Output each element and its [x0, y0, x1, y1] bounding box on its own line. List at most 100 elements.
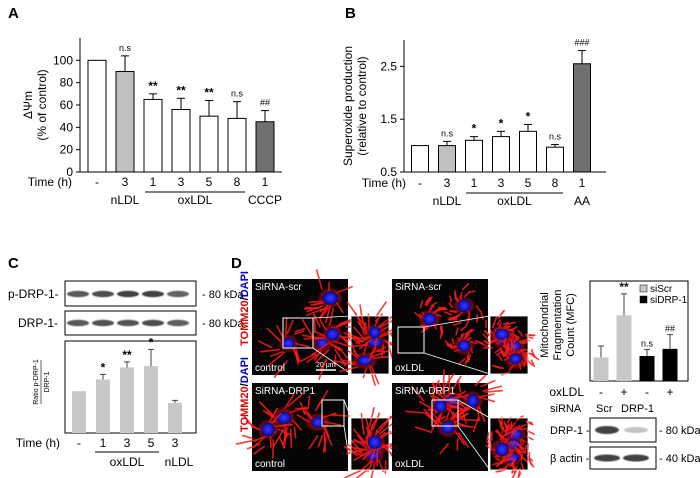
mitochondria-stain	[502, 321, 509, 326]
mitochondria-stain	[455, 311, 463, 318]
group-label: nLDL	[111, 193, 140, 207]
y-axis-label: Ratio p-DRP-1 DRP-1	[33, 359, 51, 405]
bar	[144, 366, 158, 433]
mitochondria-stain	[443, 311, 453, 316]
micrograph-title: SiRNA-scr	[255, 282, 302, 293]
nucleus-stain	[357, 355, 373, 366]
mitochondria-stain	[518, 338, 529, 343]
mitochondria-stain	[496, 460, 504, 467]
category-label: 5	[206, 175, 213, 189]
mitochondria-stain	[323, 431, 327, 453]
category-label: 3	[124, 436, 131, 450]
significance-label: n.s	[119, 43, 132, 53]
micrograph-condition: control	[255, 459, 285, 470]
bar	[72, 391, 86, 433]
mitochondria-stain	[346, 330, 360, 342]
y-tick-label: 40	[60, 120, 74, 134]
blot-band	[67, 319, 89, 327]
significance-label: n.s	[231, 89, 244, 99]
mitochondria-stain	[378, 459, 384, 473]
mitochondria-stain	[308, 435, 319, 450]
mitochondria-stain	[492, 461, 500, 466]
category-label: 3	[178, 175, 185, 189]
mitochondria-stain	[410, 385, 425, 402]
bar	[143, 98, 163, 173]
mitochondria-stain	[315, 269, 323, 290]
category-label: -	[599, 385, 603, 399]
mitochondria-stain	[306, 353, 319, 363]
bar	[465, 139, 483, 173]
mitochondria-stain	[355, 468, 369, 478]
stain-sep-label-2: /	[239, 383, 251, 386]
category-label: 3	[444, 176, 451, 190]
mitochondria-stain	[478, 405, 486, 423]
stain-label-top: TOMM20/DAPI	[239, 271, 251, 346]
chart-b: 0.5 1.5 2.5 Superoxide production (relative …	[341, 38, 606, 208]
zoom-connector	[423, 315, 491, 328]
western-blot-d: siRNA Scr DRP-1 DRP-1 - β actin - - 80 k…	[550, 403, 700, 470]
mitochondria-stain	[341, 359, 357, 364]
mitochondria-stain	[451, 338, 455, 345]
category-label: -	[77, 436, 81, 450]
mitochondria-stain	[268, 351, 286, 366]
bar	[168, 402, 182, 433]
significance-label: ##	[260, 98, 270, 108]
y-axis-label: Superoxide production (relative to contro…	[341, 46, 369, 166]
mitochondria-stain	[319, 306, 330, 320]
micrograph-condition: oxLDL	[395, 363, 424, 374]
mitochondria-stain	[466, 352, 470, 359]
mitochondria-stain	[246, 443, 261, 450]
mitochondria-stain	[455, 327, 459, 336]
mitochondria-stain	[530, 359, 536, 368]
nucleus-stain	[368, 326, 381, 339]
mitochondria-stain	[431, 383, 441, 397]
bar	[96, 379, 110, 433]
mitochondria-stain	[273, 360, 288, 378]
mitochondria-stain	[365, 418, 372, 439]
mitochondria-stain	[481, 397, 496, 403]
bar	[255, 121, 275, 173]
mitochondria-stain	[373, 338, 378, 351]
nucleus-stain	[440, 421, 455, 434]
mitochondria-stain	[451, 309, 458, 313]
mitochondria-stain	[506, 343, 511, 352]
blot-band	[117, 290, 139, 298]
y-axis-label-line: Ratio p-DRP-1	[33, 359, 40, 405]
mitochondria-stain	[472, 416, 480, 433]
panel-letter-a: A	[8, 5, 19, 22]
mitochondria-stain	[451, 375, 462, 391]
mitochondria-stain	[517, 450, 525, 460]
inset-frame	[489, 417, 529, 471]
mitochondria-stain	[347, 443, 364, 456]
mitochondria-stain	[517, 329, 524, 337]
y-tick-label: 0.5	[380, 165, 397, 179]
mitochondria-stain	[449, 295, 452, 303]
nucleus-stain	[509, 353, 522, 365]
mitochondria-stain	[453, 321, 462, 326]
blot-band	[595, 426, 619, 434]
bar	[662, 348, 678, 381]
mitochondria-stain	[448, 302, 454, 309]
significance-label: **	[204, 86, 214, 100]
category-label: -	[95, 175, 99, 189]
zoom-connector	[423, 352, 491, 375]
svg-text:TOMM20/DAPI: TOMM20/DAPI	[239, 271, 251, 346]
micrograph-title: SiRNA-scr	[395, 282, 442, 293]
stain-sep-label: /	[239, 297, 251, 300]
mitochondria-stain	[516, 424, 527, 430]
mitochondria-stain	[463, 292, 470, 298]
significance-label: n.s	[549, 132, 562, 142]
mitochondria-stain	[493, 315, 498, 326]
bar	[593, 357, 609, 381]
mitochondria-stain	[253, 436, 264, 442]
significance-label: *	[101, 360, 106, 374]
mitochondria-stain	[524, 444, 527, 455]
bar	[573, 63, 591, 173]
blot-band	[167, 319, 189, 327]
category-label: 5	[525, 176, 532, 190]
lane-label-drp1: DRP-1	[621, 403, 654, 415]
y-axis-label-line: Mitochondrial	[539, 292, 551, 357]
mitochondria-stain	[378, 423, 393, 435]
mitochondria-stain	[505, 428, 509, 436]
